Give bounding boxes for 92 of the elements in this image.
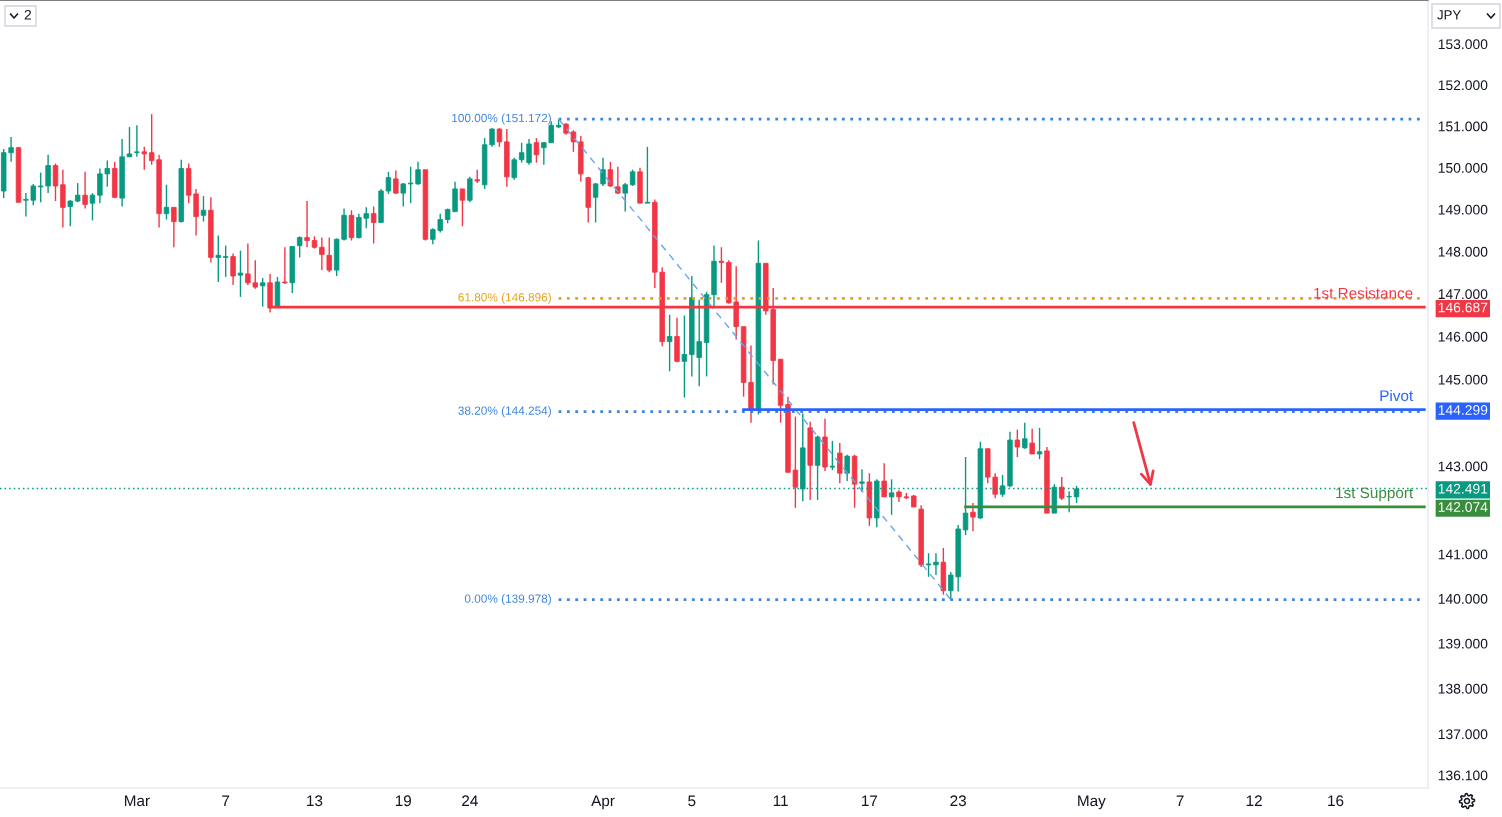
candlestick <box>496 127 503 148</box>
candlestick <box>67 199 73 227</box>
candlestick <box>533 137 540 164</box>
y-tick-label: 145.000 <box>1438 374 1488 385</box>
y-tick-label: 140.000 <box>1438 593 1488 604</box>
candlestick <box>467 176 473 204</box>
candlestick <box>1014 428 1021 458</box>
y-tick-label: 142.491 <box>1438 483 1488 494</box>
candlestick <box>237 249 244 298</box>
candlestick <box>222 244 229 278</box>
candlestick <box>171 206 177 248</box>
candlestick <box>370 205 377 245</box>
x-tick-label: 13 <box>307 795 323 807</box>
candlestick <box>1066 490 1072 513</box>
candlestick <box>511 156 517 181</box>
x-tick-label: Apr <box>591 795 615 810</box>
candlestick <box>881 462 887 498</box>
series-label: Pivot <box>1380 389 1414 402</box>
y-tick-label: 147.000 <box>1438 289 1488 300</box>
candlestick <box>681 314 688 399</box>
x-tick-label: 5 <box>688 795 696 807</box>
candlestick <box>1036 427 1043 460</box>
series-label: 0.00% (139.978) <box>464 594 551 606</box>
candlestick <box>1022 421 1028 450</box>
text: JPY <box>1437 10 1461 20</box>
x-tick-label: 12 <box>1246 795 1262 807</box>
y-tick-label: 152.000 <box>1438 80 1488 91</box>
y-tick-label: 151.000 <box>1438 121 1488 132</box>
x-tick-label: 17 <box>862 795 878 807</box>
x-tick-label: 16 <box>1328 795 1344 807</box>
candlestick <box>259 277 266 308</box>
y-tick-label: 150.000 <box>1438 162 1488 173</box>
candlestick <box>319 236 325 271</box>
candlestick <box>459 188 466 227</box>
series-label: 38.20% (144.254) <box>458 406 551 418</box>
y-tick-label: 136.100 <box>1438 770 1488 781</box>
candlestick <box>1059 476 1065 501</box>
y-tick-label: 138.000 <box>1438 683 1488 694</box>
candlestick <box>837 442 843 484</box>
y-tick-label: 148.000 <box>1438 246 1488 257</box>
candlestick <box>82 171 88 210</box>
candlestick <box>163 184 170 221</box>
candlestick <box>400 182 406 208</box>
annotation: 2 <box>24 9 32 20</box>
x-tick-label: May <box>1078 795 1106 810</box>
candlestick <box>1029 428 1035 455</box>
x-tick-label: 7 <box>1176 795 1184 807</box>
candlestick <box>644 146 651 204</box>
y-tick-label: 142.074 <box>1438 502 1488 512</box>
y-tick-label: 141.000 <box>1438 549 1488 560</box>
candlestick <box>296 235 303 259</box>
x-tick-label: 7 <box>222 795 230 807</box>
candlestick <box>348 209 355 242</box>
candlestick <box>60 169 66 229</box>
x-tick-label: 11 <box>773 795 788 807</box>
candlestick <box>89 192 96 222</box>
candlestick <box>970 502 976 532</box>
candlestick <box>215 234 221 283</box>
candlestick <box>393 169 399 195</box>
candlestick <box>200 195 207 223</box>
candlestick <box>134 124 140 158</box>
y-tick-label: 146.000 <box>1438 331 1488 342</box>
series-label: 1st Resistance <box>1314 287 1413 299</box>
candlestick <box>385 171 392 195</box>
x-tick-label: Mar <box>124 795 150 807</box>
series-label: 61.80% (146.896) <box>458 292 551 304</box>
line-series <box>557 118 952 601</box>
candlestick <box>666 314 673 372</box>
candlestick <box>282 246 288 285</box>
series-label: 100.00% (151.172) <box>452 113 551 125</box>
candlestick <box>126 126 133 158</box>
series-label: 1st Support <box>1336 487 1414 502</box>
candlestick <box>844 454 850 482</box>
y-tick-label: 144.299 <box>1438 405 1488 415</box>
candlestick <box>718 246 725 284</box>
candlestick <box>52 162 59 202</box>
y-tick-label: 139.000 <box>1438 638 1488 649</box>
candlestick <box>829 440 836 471</box>
candlestick <box>622 182 628 213</box>
candlestick <box>326 236 332 273</box>
y-tick-label: 153.000 <box>1438 39 1488 50</box>
candlestick <box>230 252 236 286</box>
y-tick-label: 143.000 <box>1438 461 1488 472</box>
candlestick <box>304 200 310 248</box>
y-tick-label: 137.000 <box>1438 729 1488 740</box>
candlestick <box>607 161 614 188</box>
x-tick-label: 19 <box>395 795 412 807</box>
x-tick-label: 23 <box>950 795 966 807</box>
x-tick-label: 24 <box>462 795 478 807</box>
y-tick-label: 146.687 <box>1438 302 1488 313</box>
y-tick-label: 149.000 <box>1438 204 1488 215</box>
candlestick <box>141 146 147 171</box>
